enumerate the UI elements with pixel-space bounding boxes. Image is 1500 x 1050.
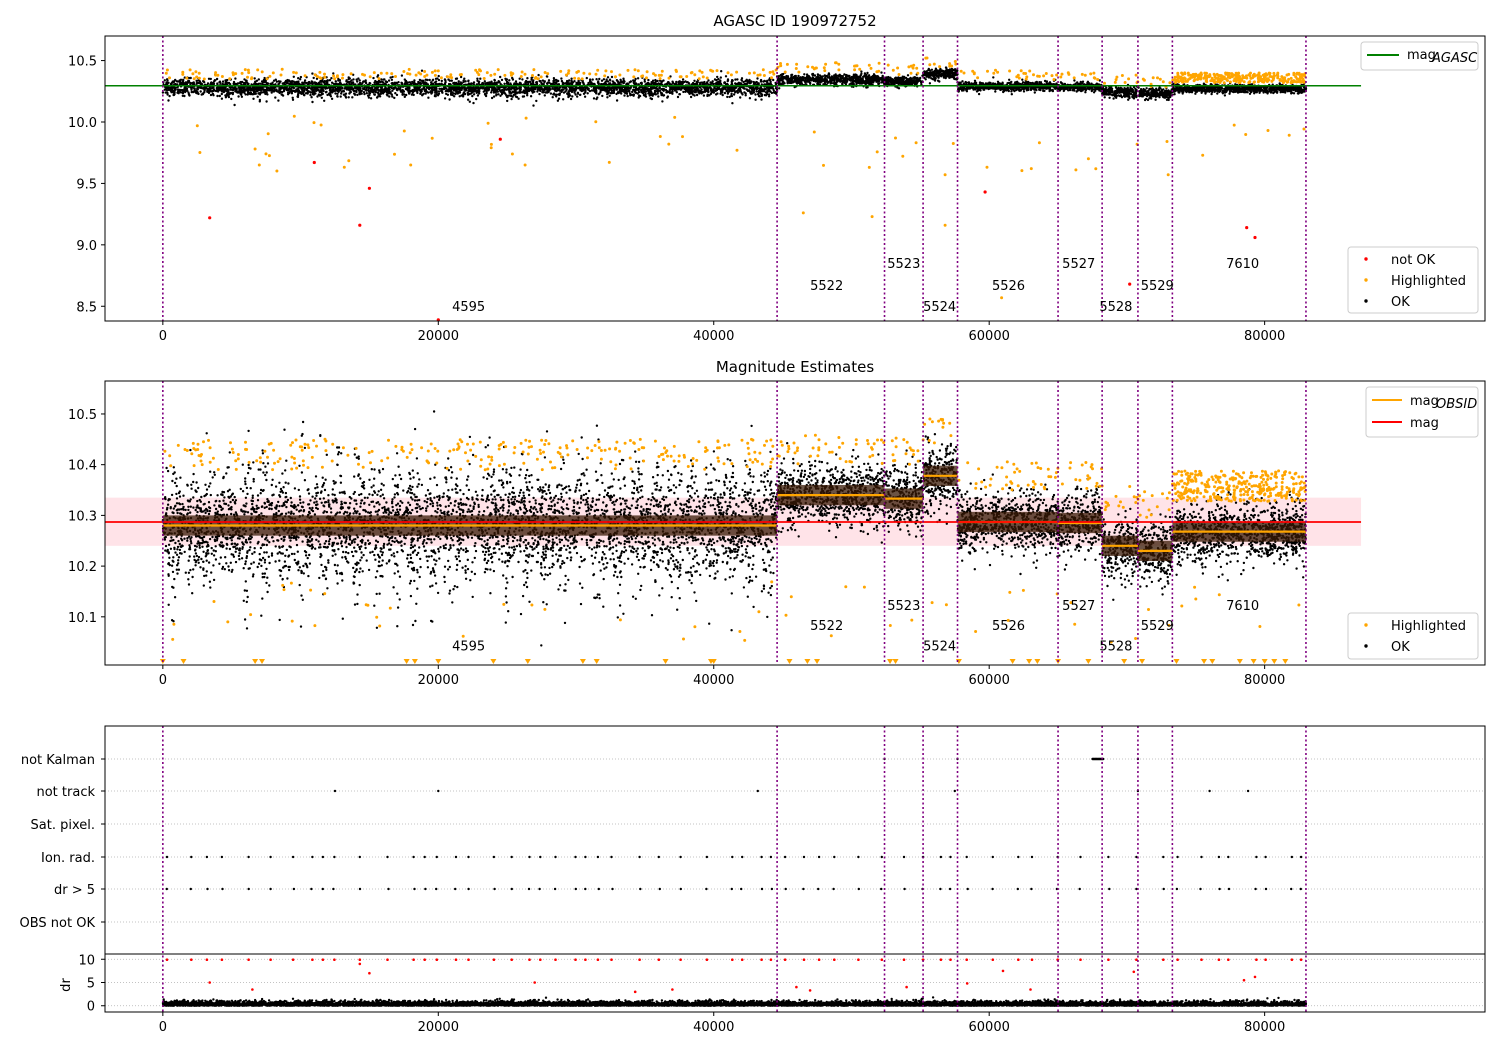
legend-1-label: Highlighted — [1391, 274, 1466, 289]
legend-0-label: not OK — [1391, 253, 1436, 268]
obsid-label-5528: 5528 — [1099, 300, 1132, 315]
obsid-label-7610: 7610 — [1226, 599, 1259, 614]
legend-2-label: OK — [1391, 295, 1410, 310]
legend-0-swatch — [1364, 257, 1368, 261]
legend-1-swatch — [1364, 278, 1368, 282]
legend-lower-1-swatch — [1364, 644, 1368, 648]
panel1-frame — [104, 35, 1486, 322]
magnitude-estimates-panel: Magnitude Estimates 4595 5522 5523 5524 5526 5… — [68, 358, 1486, 688]
panel1-title: AGASC ID 190972752 — [713, 12, 876, 30]
obsid-label-5524: 5524 — [923, 300, 956, 315]
panel3-xtick-label-3: 60000 — [969, 1020, 1010, 1035]
panel2-title: Magnitude Estimates — [716, 358, 874, 376]
obsid-label-5527: 5527 — [1062, 257, 1095, 272]
panel3-xtick-label-4: 80000 — [1244, 1020, 1285, 1035]
obsid-label-5522: 5522 — [810, 619, 843, 634]
obsid-label-5529: 5529 — [1141, 619, 1174, 634]
dr-tick-label-0: 0 — [87, 1000, 95, 1015]
panel1-legend-lower — [1347, 246, 1479, 314]
panel1-ytick-label-1: 9.0 — [76, 239, 97, 254]
legend-2-swatch — [1364, 299, 1368, 303]
legend-lower-0-label: Highlighted — [1391, 619, 1466, 634]
panel1-xtick-label-4: 80000 — [1244, 329, 1285, 344]
agasc-magnitude-panel: AGASC ID 190972752 4595 5522 5523 5524 5526 55… — [68, 12, 1486, 344]
legend-upper-0-label: mag — [1410, 394, 1439, 409]
panel2-xtick-label-2: 40000 — [693, 673, 734, 688]
legend-mag-agasc-label: mag — [1407, 48, 1436, 63]
obsid-label-7610: 7610 — [1226, 257, 1259, 272]
obsid-label-5526: 5526 — [992, 619, 1025, 634]
panel3-plot-area — [161, 726, 1308, 1012]
panel3-frame — [104, 725, 1486, 1013]
flag-label-0: not Kalman — [21, 753, 95, 768]
obsid-label-5526: 5526 — [992, 279, 1025, 294]
panel2-xtick-label-0: 0 — [159, 673, 167, 688]
panel1-plot-area — [105, 36, 1362, 321]
panel2-ytick-label-1: 10.2 — [68, 560, 97, 575]
panel2-plot-area — [105, 381, 1362, 665]
panel2-xtick-label-4: 80000 — [1244, 673, 1285, 688]
panel1-xtick-label-3: 60000 — [969, 329, 1010, 344]
dr-axis-label: dr — [59, 978, 74, 992]
obsid-label-5523: 5523 — [887, 257, 920, 272]
panel2-ytick-label-2: 10.3 — [68, 509, 97, 524]
panel1-ytick-label-4: 10.5 — [68, 55, 97, 70]
legend-upper-0-sub: OBSID — [1436, 397, 1477, 412]
obsid-label-5524: 5524 — [923, 639, 956, 654]
dr-points — [161, 996, 1308, 1007]
legend-lower-1-label: OK — [1391, 640, 1410, 655]
panel1-xtick-label-1: 20000 — [418, 329, 459, 344]
panel1-ytick-label-3: 10.0 — [68, 116, 97, 131]
flag-label-1: not track — [36, 785, 95, 800]
panel1-ytick-label-0: 8.5 — [76, 300, 97, 315]
panel2-frame — [104, 380, 1486, 666]
panel2-ytick-label-4: 10.5 — [68, 408, 97, 423]
panel2-xtick-label-1: 20000 — [418, 673, 459, 688]
obsid-label-5522: 5522 — [810, 279, 843, 294]
panel2-ytick-label-0: 10.1 — [68, 611, 97, 626]
panel3-xtick-label-1: 20000 — [418, 1020, 459, 1035]
panel3-xtick-label-0: 0 — [159, 1020, 167, 1035]
legend-mag-agasc-sub: AGASC — [1431, 51, 1478, 66]
dr-tick-label-2: 10 — [78, 953, 95, 968]
panel2-ytick-label-3: 10.4 — [68, 459, 97, 474]
panel1-legend-upper — [1360, 41, 1479, 71]
obsid-label-5527: 5527 — [1062, 599, 1095, 614]
panel3-xtick-label-2: 40000 — [693, 1020, 734, 1035]
panel1-ytick-label-2: 9.5 — [76, 177, 97, 192]
flag-label-2: Sat. pixel. — [31, 818, 95, 833]
obsid-label-5523: 5523 — [887, 599, 920, 614]
obsid-label-4595: 4595 — [452, 639, 485, 654]
panel1-xtick-label-0: 0 — [159, 329, 167, 344]
flag-label-3: Ion. rad. — [41, 851, 95, 866]
dr-tick-label-1: 5 — [87, 977, 95, 992]
flag-label-4: dr > 5 — [54, 883, 95, 898]
legend-lower-0-swatch — [1364, 623, 1368, 627]
panel2-xtick-label-3: 60000 — [969, 673, 1010, 688]
legend-upper-1-label: mag — [1410, 416, 1439, 431]
flag-points — [165, 757, 1303, 891]
panel2-legend-lower — [1347, 612, 1479, 660]
panel1-xtick-label-2: 40000 — [693, 329, 734, 344]
flags-panel: not Kalman not track Sat. pixel. Ion. rad. d… — [20, 725, 1486, 1035]
obsid-label-4595: 4595 — [452, 300, 485, 315]
clipped-low-markers — [159, 659, 1289, 664]
obsid-label-5529: 5529 — [1141, 279, 1174, 294]
obsid-label-5528: 5528 — [1099, 639, 1132, 654]
flag-label-5: OBS not OK — [20, 916, 96, 931]
